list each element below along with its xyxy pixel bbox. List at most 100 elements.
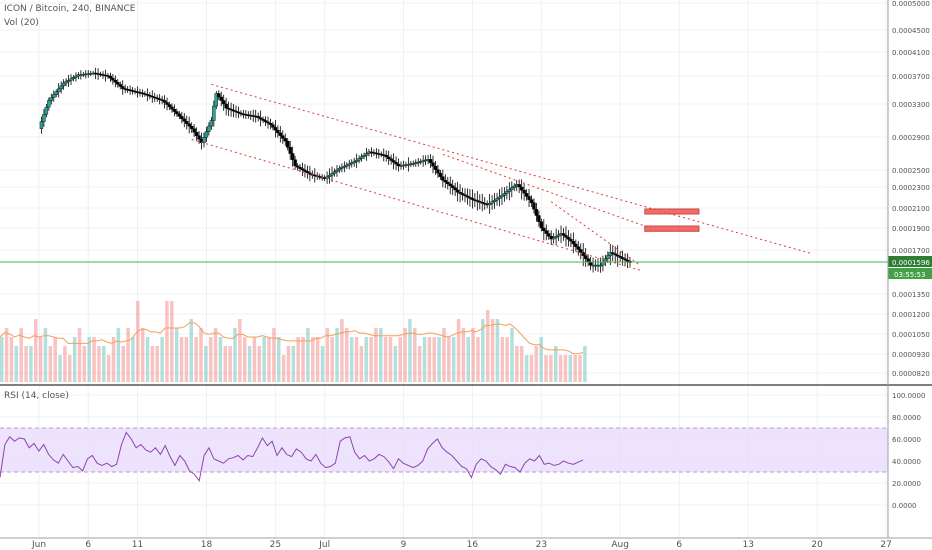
volume-bar [189,319,194,382]
volume-bar [131,337,135,382]
x-tick-label: 16 [467,540,479,550]
volume-bar [354,337,359,382]
candle-body [300,168,305,171]
volume-bar [500,337,505,382]
volume-bar [301,337,305,382]
rsi-tick-label: 80.0000 [892,414,921,422]
candle-body [327,174,332,178]
candle-body [554,236,558,238]
x-tick-label: 11 [132,540,143,550]
x-tick-label: 9 [401,540,407,550]
candle-body [148,95,152,97]
volume-bar [82,346,87,382]
volume-bar [87,337,91,382]
rsi-tick-label: 20.0000 [892,480,921,488]
candle-body [185,121,189,124]
candle-body [505,191,509,194]
rsi-legend[interactable]: RSI (14, close) [4,391,69,401]
y-tick-label: 0.0002100 [892,205,930,213]
candle-body [579,249,583,253]
candle-body [522,189,526,194]
candle-body [263,120,268,123]
volume-bar [48,346,53,382]
candle-body [229,108,233,111]
volume-bar [194,337,198,382]
volume-bar [267,337,271,382]
volume-bar [330,337,334,382]
y-tick-label: 0.0003700 [892,73,930,81]
target-zone-box [644,225,700,232]
volume-bar [481,319,485,382]
volume-bar [257,346,262,382]
symbol-legend[interactable]: ICON / Bitcoin, 240, BINANCE [4,4,136,14]
volume-bar [92,337,96,382]
volume-bar [510,328,514,382]
volume-bar [165,301,169,382]
candle-body [453,187,457,191]
candle-body [438,172,443,177]
candle-body [69,78,73,81]
candle-body [167,104,172,108]
candle-body [231,109,236,112]
volume-bar [383,337,388,382]
candle-body [303,169,307,172]
candle-body [524,193,529,197]
rsi-tick-label: 0.0000 [892,502,917,510]
volume-bar [573,355,577,382]
channel-line-upper [211,83,813,255]
candle-body [512,185,516,188]
candle-body [64,81,68,84]
candle-body [47,100,51,108]
candle-body [455,189,460,193]
candle-body [217,93,221,98]
candle-body [598,264,603,267]
candle-body [497,196,502,199]
volume-bar [291,346,296,382]
volume-bar [578,355,582,382]
volume-bar [29,346,33,382]
candle-body [330,173,334,176]
volume-legend[interactable]: Vol (20) [4,18,39,28]
candle-body [194,132,199,136]
candle-body [54,91,58,95]
volume-bar [335,328,339,382]
x-tick-label: Jul [318,540,330,550]
candle-body [143,93,147,95]
volume-bar [417,346,422,382]
candle-body [276,129,280,134]
candle-body [340,167,344,169]
y-tick-label: 0.0003300 [892,101,930,109]
volume-bar [19,328,23,382]
volume-bar [563,355,568,382]
candle-body [389,158,393,161]
candle-body [165,102,169,105]
x-tick-label: 13 [742,540,753,550]
channel-line-lower [191,138,640,271]
candle-body [537,215,541,222]
candle-body [483,202,487,205]
volume-bar [413,328,417,382]
candle-body [187,123,191,127]
volume-bar [427,337,432,382]
candle-body [207,125,211,132]
candle-body [57,88,61,92]
candle-body [224,103,228,109]
candle-body [52,94,56,98]
volume-bar [490,319,495,382]
candle-body [347,163,351,166]
x-tick-label: 23 [536,540,547,550]
volume-bar [208,337,213,382]
candle-body [443,179,448,183]
candle-body [620,257,625,259]
candle-body [386,156,391,159]
candle-body [396,163,401,167]
y-tick-label: 0.0001200 [892,311,930,319]
candle-body [542,227,546,231]
candle-body [618,256,622,258]
candle-body [273,127,278,131]
candle-body [162,100,167,103]
candle-body [566,237,571,240]
volume-bar [485,310,490,382]
volume-bar [553,346,558,382]
